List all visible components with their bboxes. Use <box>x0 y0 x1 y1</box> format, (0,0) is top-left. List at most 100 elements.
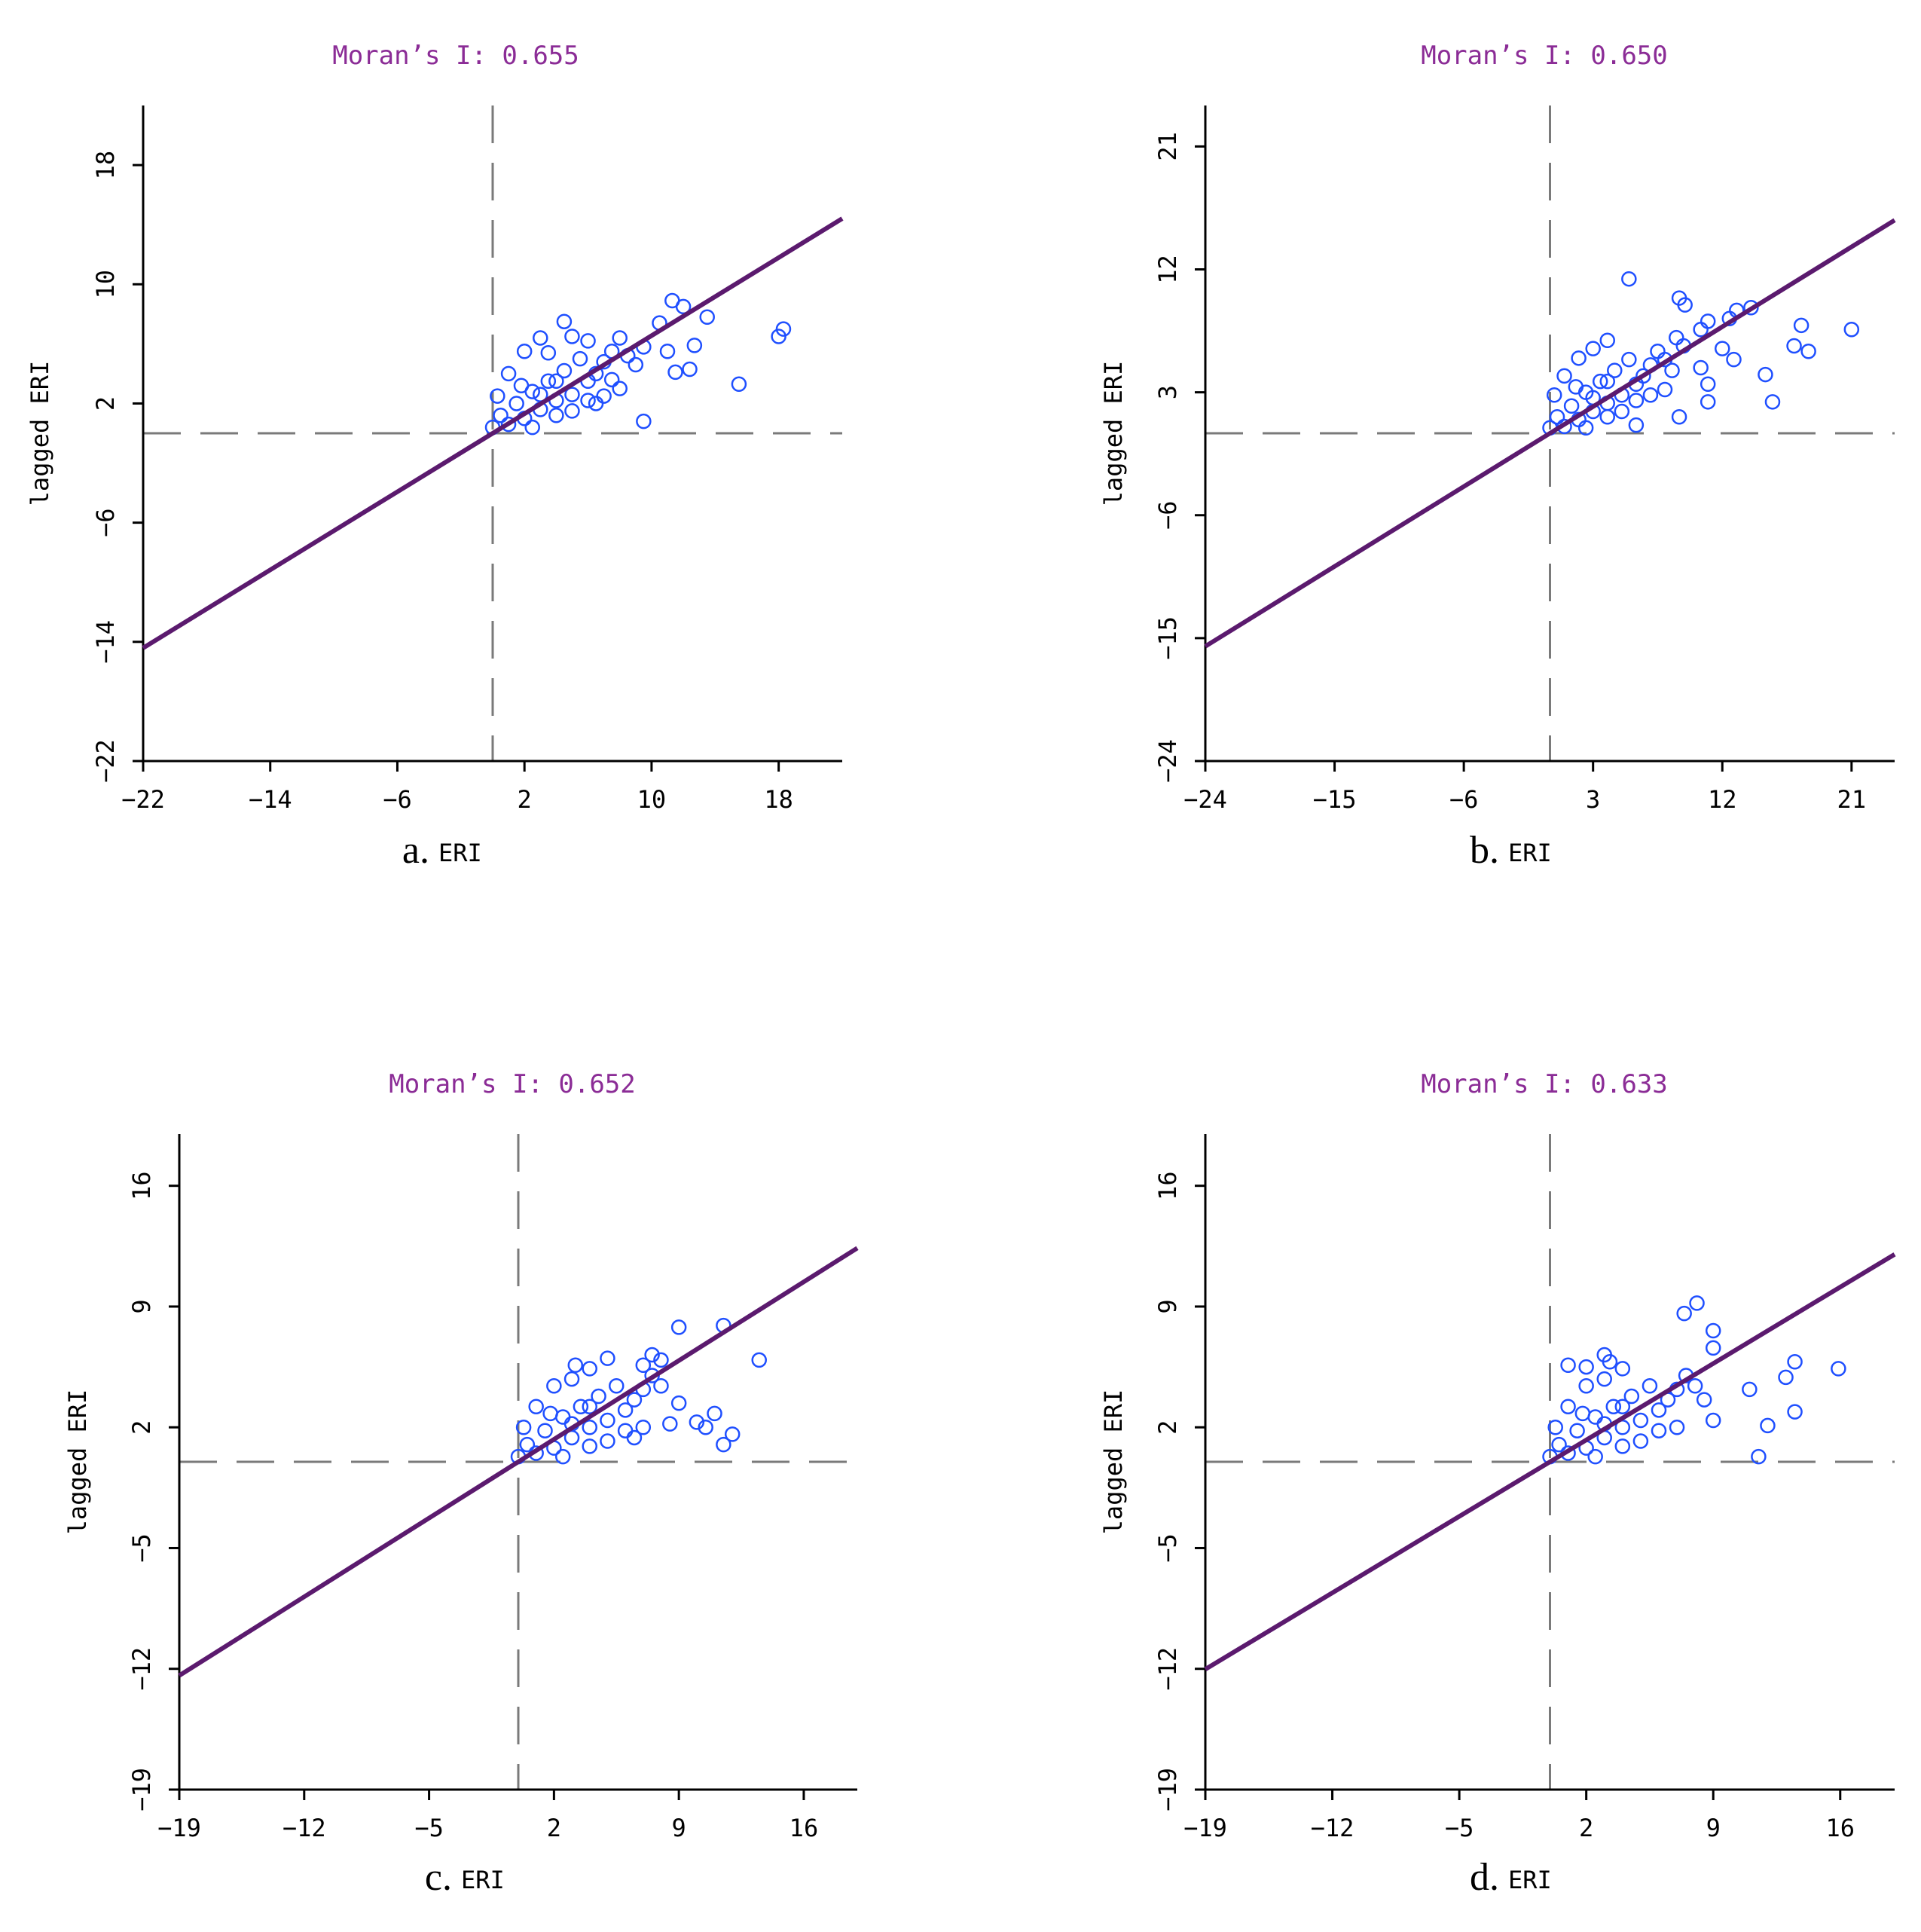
data-point <box>493 408 508 423</box>
data-point <box>1551 1436 1567 1453</box>
data-point <box>1793 317 1810 334</box>
y-axis-title: lagged ERI <box>1099 361 1128 506</box>
data-point <box>500 365 517 382</box>
data-point <box>731 376 747 392</box>
data-point <box>1787 1353 1803 1370</box>
y-tick-label: 18 <box>91 151 120 180</box>
data-point <box>1715 341 1730 356</box>
panel-label: d. <box>1470 1856 1499 1899</box>
data-point <box>524 419 540 436</box>
y-tick-label: 16 <box>127 1171 156 1200</box>
data-point <box>515 1419 532 1435</box>
data-point <box>662 1416 678 1432</box>
data-point <box>1599 409 1615 425</box>
data-point <box>1614 403 1630 420</box>
y-tick-label: 10 <box>91 270 120 299</box>
data-point <box>1689 1295 1705 1311</box>
data-point <box>716 1436 731 1453</box>
y-tick-label: −19 <box>127 1768 156 1811</box>
data-point <box>628 356 644 373</box>
x-tick-label: −19 <box>1183 1814 1227 1842</box>
data-point <box>537 1423 553 1439</box>
data-point <box>612 381 628 396</box>
data-point <box>724 1426 741 1442</box>
data-point <box>1705 1340 1721 1356</box>
x-tick-label: 18 <box>764 785 793 814</box>
data-point <box>686 338 703 353</box>
data-point <box>540 344 557 361</box>
data-point <box>1560 1357 1576 1374</box>
data-point <box>682 361 698 378</box>
x-tick-label: 3 <box>1586 785 1600 814</box>
data-point <box>1563 398 1580 414</box>
y-tick-label: 2 <box>127 1420 156 1435</box>
data-point <box>1764 394 1781 410</box>
data-point <box>1778 1369 1794 1386</box>
data-point <box>582 1399 597 1414</box>
x-axis-title: ERI <box>1508 1866 1552 1894</box>
data-point <box>1577 420 1594 436</box>
data-point <box>1628 417 1645 433</box>
data-point <box>1585 341 1601 356</box>
panel-b: Moran’s I: 0.650 −24 −15 −6 3 12 21 −24 −15 −6 3 12… <box>1099 41 1896 872</box>
data-point <box>1705 1412 1721 1429</box>
data-point <box>600 1433 615 1449</box>
panel-a: Moran’s I: 0.655 −22 −14 −6 2 10 18 −22 −14 −6 2 10… <box>26 41 844 872</box>
data-point <box>1628 393 1645 408</box>
data-point <box>1786 338 1802 354</box>
data-point <box>675 298 692 315</box>
data-point <box>751 1352 767 1368</box>
data-point <box>1651 1402 1667 1418</box>
x-tick-label: −12 <box>1311 1814 1354 1842</box>
x-tick-label: −19 <box>157 1814 201 1842</box>
data-point <box>1621 351 1637 368</box>
data-point <box>1687 1378 1703 1394</box>
x-axis-title: ERI <box>438 839 482 867</box>
y-tick-label: 21 <box>1153 132 1182 161</box>
data-point <box>1787 1404 1803 1420</box>
data-point <box>542 1405 558 1422</box>
data-point <box>1831 1361 1846 1377</box>
regression-line <box>142 216 844 650</box>
data-point <box>1843 322 1860 338</box>
data-point <box>1693 322 1709 338</box>
panel-c: Moran’s I: 0.652 −19 −12 −5 2 9 16 −19 −12 −5 2 9 16… <box>63 1069 859 1899</box>
data-point <box>564 387 580 402</box>
data-point <box>490 388 505 404</box>
data-point <box>588 396 604 411</box>
data-point <box>1556 368 1572 384</box>
data-point <box>1800 344 1816 359</box>
data-point <box>573 1399 589 1414</box>
data-point <box>556 362 573 379</box>
data-point <box>626 1429 643 1446</box>
data-point <box>1560 1399 1576 1414</box>
x-axis-title: ERI <box>461 1866 505 1894</box>
y-tick-label: −6 <box>1153 500 1182 530</box>
data-point <box>670 1395 687 1411</box>
panel-label: b. <box>1470 829 1499 872</box>
data-point <box>554 1409 571 1425</box>
x-tick-label: 16 <box>789 1814 819 1842</box>
data-point <box>1760 1417 1776 1434</box>
data-point <box>580 333 596 349</box>
data-point <box>554 1448 571 1465</box>
data-point <box>698 1419 713 1435</box>
data-point <box>563 1371 580 1387</box>
y-axis-title: lagged ERI <box>26 361 54 506</box>
data-point <box>500 416 517 433</box>
data-point <box>1651 1423 1667 1439</box>
x-tick-label: 10 <box>637 785 667 814</box>
data-point <box>540 373 557 390</box>
y-tick-label: 2 <box>1153 1420 1182 1435</box>
x-tick-label: 2 <box>547 1814 561 1842</box>
data-point <box>528 1399 544 1414</box>
data-point <box>1677 297 1693 313</box>
data-point <box>1700 376 1716 392</box>
panel-label: c. <box>425 1856 452 1899</box>
regression-line <box>1204 1252 1896 1671</box>
y-tick-label: −15 <box>1153 616 1182 660</box>
data-point <box>1571 350 1587 366</box>
data-point <box>533 387 548 402</box>
chart-title: Moran’s I: 0.633 <box>1421 1069 1668 1099</box>
